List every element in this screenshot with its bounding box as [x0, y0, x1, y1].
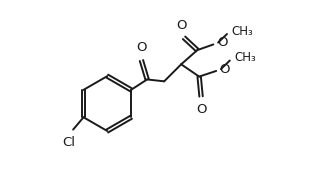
- Text: CH₃: CH₃: [235, 51, 256, 64]
- Text: O: O: [176, 19, 186, 32]
- Text: O: O: [217, 36, 227, 49]
- Text: Cl: Cl: [62, 136, 75, 149]
- Text: O: O: [196, 103, 206, 116]
- Text: CH₃: CH₃: [232, 25, 253, 38]
- Text: O: O: [219, 63, 230, 76]
- Text: O: O: [136, 41, 147, 54]
